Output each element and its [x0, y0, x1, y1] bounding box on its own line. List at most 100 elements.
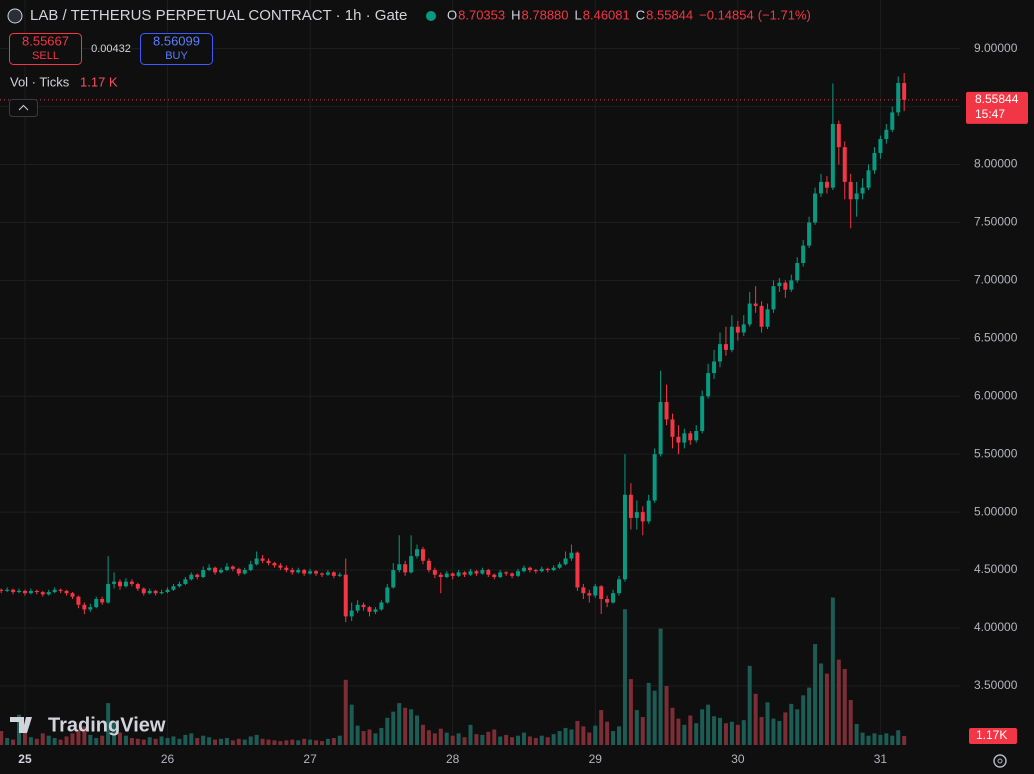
candle-body — [510, 573, 515, 576]
candle-body — [147, 590, 152, 594]
candle-body — [242, 570, 247, 574]
volume-bar — [367, 729, 372, 745]
candle-body — [771, 286, 776, 310]
candle-body — [575, 552, 580, 588]
candle-body — [272, 563, 277, 566]
volume-bar — [52, 738, 57, 745]
y-tick-label: 5.00000 — [974, 504, 1018, 518]
volume-bar — [694, 723, 699, 745]
candle-body — [213, 567, 218, 573]
candle-body — [118, 581, 122, 587]
volume-bar — [76, 729, 81, 745]
volume-bar — [765, 702, 770, 745]
volume-bar — [379, 727, 384, 745]
candle-body — [533, 570, 538, 572]
volume-bar — [230, 740, 235, 745]
volume-bar — [557, 731, 562, 745]
candle-body — [94, 599, 99, 608]
candle-body — [70, 593, 75, 597]
volume-bar — [118, 732, 122, 745]
volume-axis-value: 1.17K — [976, 728, 1007, 742]
candle-body — [718, 344, 722, 362]
volume-bar — [260, 738, 265, 745]
volume-bar — [830, 597, 835, 745]
y-tick-label: 8.00000 — [974, 157, 1018, 171]
candle-body — [902, 83, 907, 100]
volume-bar — [403, 707, 408, 745]
volume-bar — [664, 686, 669, 745]
candle-body — [664, 402, 669, 420]
candle-body — [712, 361, 717, 374]
volume-bar — [213, 739, 218, 745]
volume-bar — [878, 734, 883, 745]
candle-body — [545, 568, 550, 571]
volume-bar — [385, 717, 390, 745]
buy-button[interactable] — [140, 33, 213, 65]
collapse-button[interactable] — [9, 99, 38, 117]
candle-body — [52, 589, 57, 593]
status-dot — [426, 11, 436, 21]
candle-body — [337, 574, 342, 576]
volume-bar — [242, 739, 247, 745]
candle-body — [201, 570, 206, 577]
volume-bar — [426, 730, 431, 745]
sell-price: 8.55667 — [22, 33, 69, 48]
volume-bar — [135, 738, 140, 745]
candle-body — [486, 570, 491, 575]
y-tick-label: 6.50000 — [974, 330, 1018, 344]
y-tick-label: 7.50000 — [974, 215, 1018, 229]
candle-body — [218, 570, 223, 573]
symbol-icon — [7, 8, 23, 24]
volume-bar — [254, 734, 259, 745]
volume-bar — [735, 724, 740, 745]
candle-body — [123, 581, 128, 587]
candle-body — [189, 574, 194, 580]
volume-bar — [884, 733, 889, 745]
y-tick-label: 4.50000 — [974, 562, 1018, 576]
candle-body — [82, 604, 87, 610]
settings-button[interactable] — [993, 754, 1007, 768]
volume-bar — [516, 735, 521, 745]
buy-label: BUY — [165, 50, 188, 62]
volume-bar — [165, 738, 170, 745]
y-tick-label: 5.50000 — [974, 446, 1018, 460]
candle-body — [397, 564, 402, 571]
volume-bar — [646, 682, 651, 745]
sell-button[interactable] — [9, 33, 82, 65]
volume-bar — [759, 717, 764, 745]
volume-bar — [314, 740, 319, 745]
volume-bar — [741, 720, 746, 745]
candle-body — [11, 589, 16, 593]
volume-bar — [486, 731, 491, 745]
candle-body — [498, 572, 503, 577]
candle-body — [367, 607, 372, 612]
candle-body — [177, 583, 182, 587]
volume-bar — [177, 738, 182, 745]
volume-bar — [420, 724, 425, 745]
volume-bar — [40, 733, 45, 745]
candle-body — [795, 263, 800, 281]
volume-bar — [628, 679, 633, 745]
y-tick-label: 9.00000 — [974, 41, 1018, 55]
volume-bar — [510, 737, 515, 745]
candle-body — [848, 181, 853, 200]
volume-bar — [0, 731, 4, 745]
volume-bar — [890, 735, 895, 745]
volume-bar — [545, 737, 550, 745]
candle-body — [807, 222, 812, 246]
candle-body — [516, 571, 521, 576]
volume-bar — [224, 738, 229, 745]
volume-bar — [272, 740, 277, 745]
candle-body — [813, 193, 818, 223]
candle-body — [646, 500, 651, 522]
candle-body — [783, 282, 788, 290]
candle-body — [296, 570, 301, 573]
volume-bar — [147, 737, 152, 745]
volume-bar — [337, 735, 342, 745]
volume-bar — [278, 741, 283, 745]
volume-bar — [504, 734, 509, 745]
watermark: TradingView — [48, 714, 166, 736]
candle-body — [230, 566, 235, 569]
volume-bar — [539, 735, 544, 745]
